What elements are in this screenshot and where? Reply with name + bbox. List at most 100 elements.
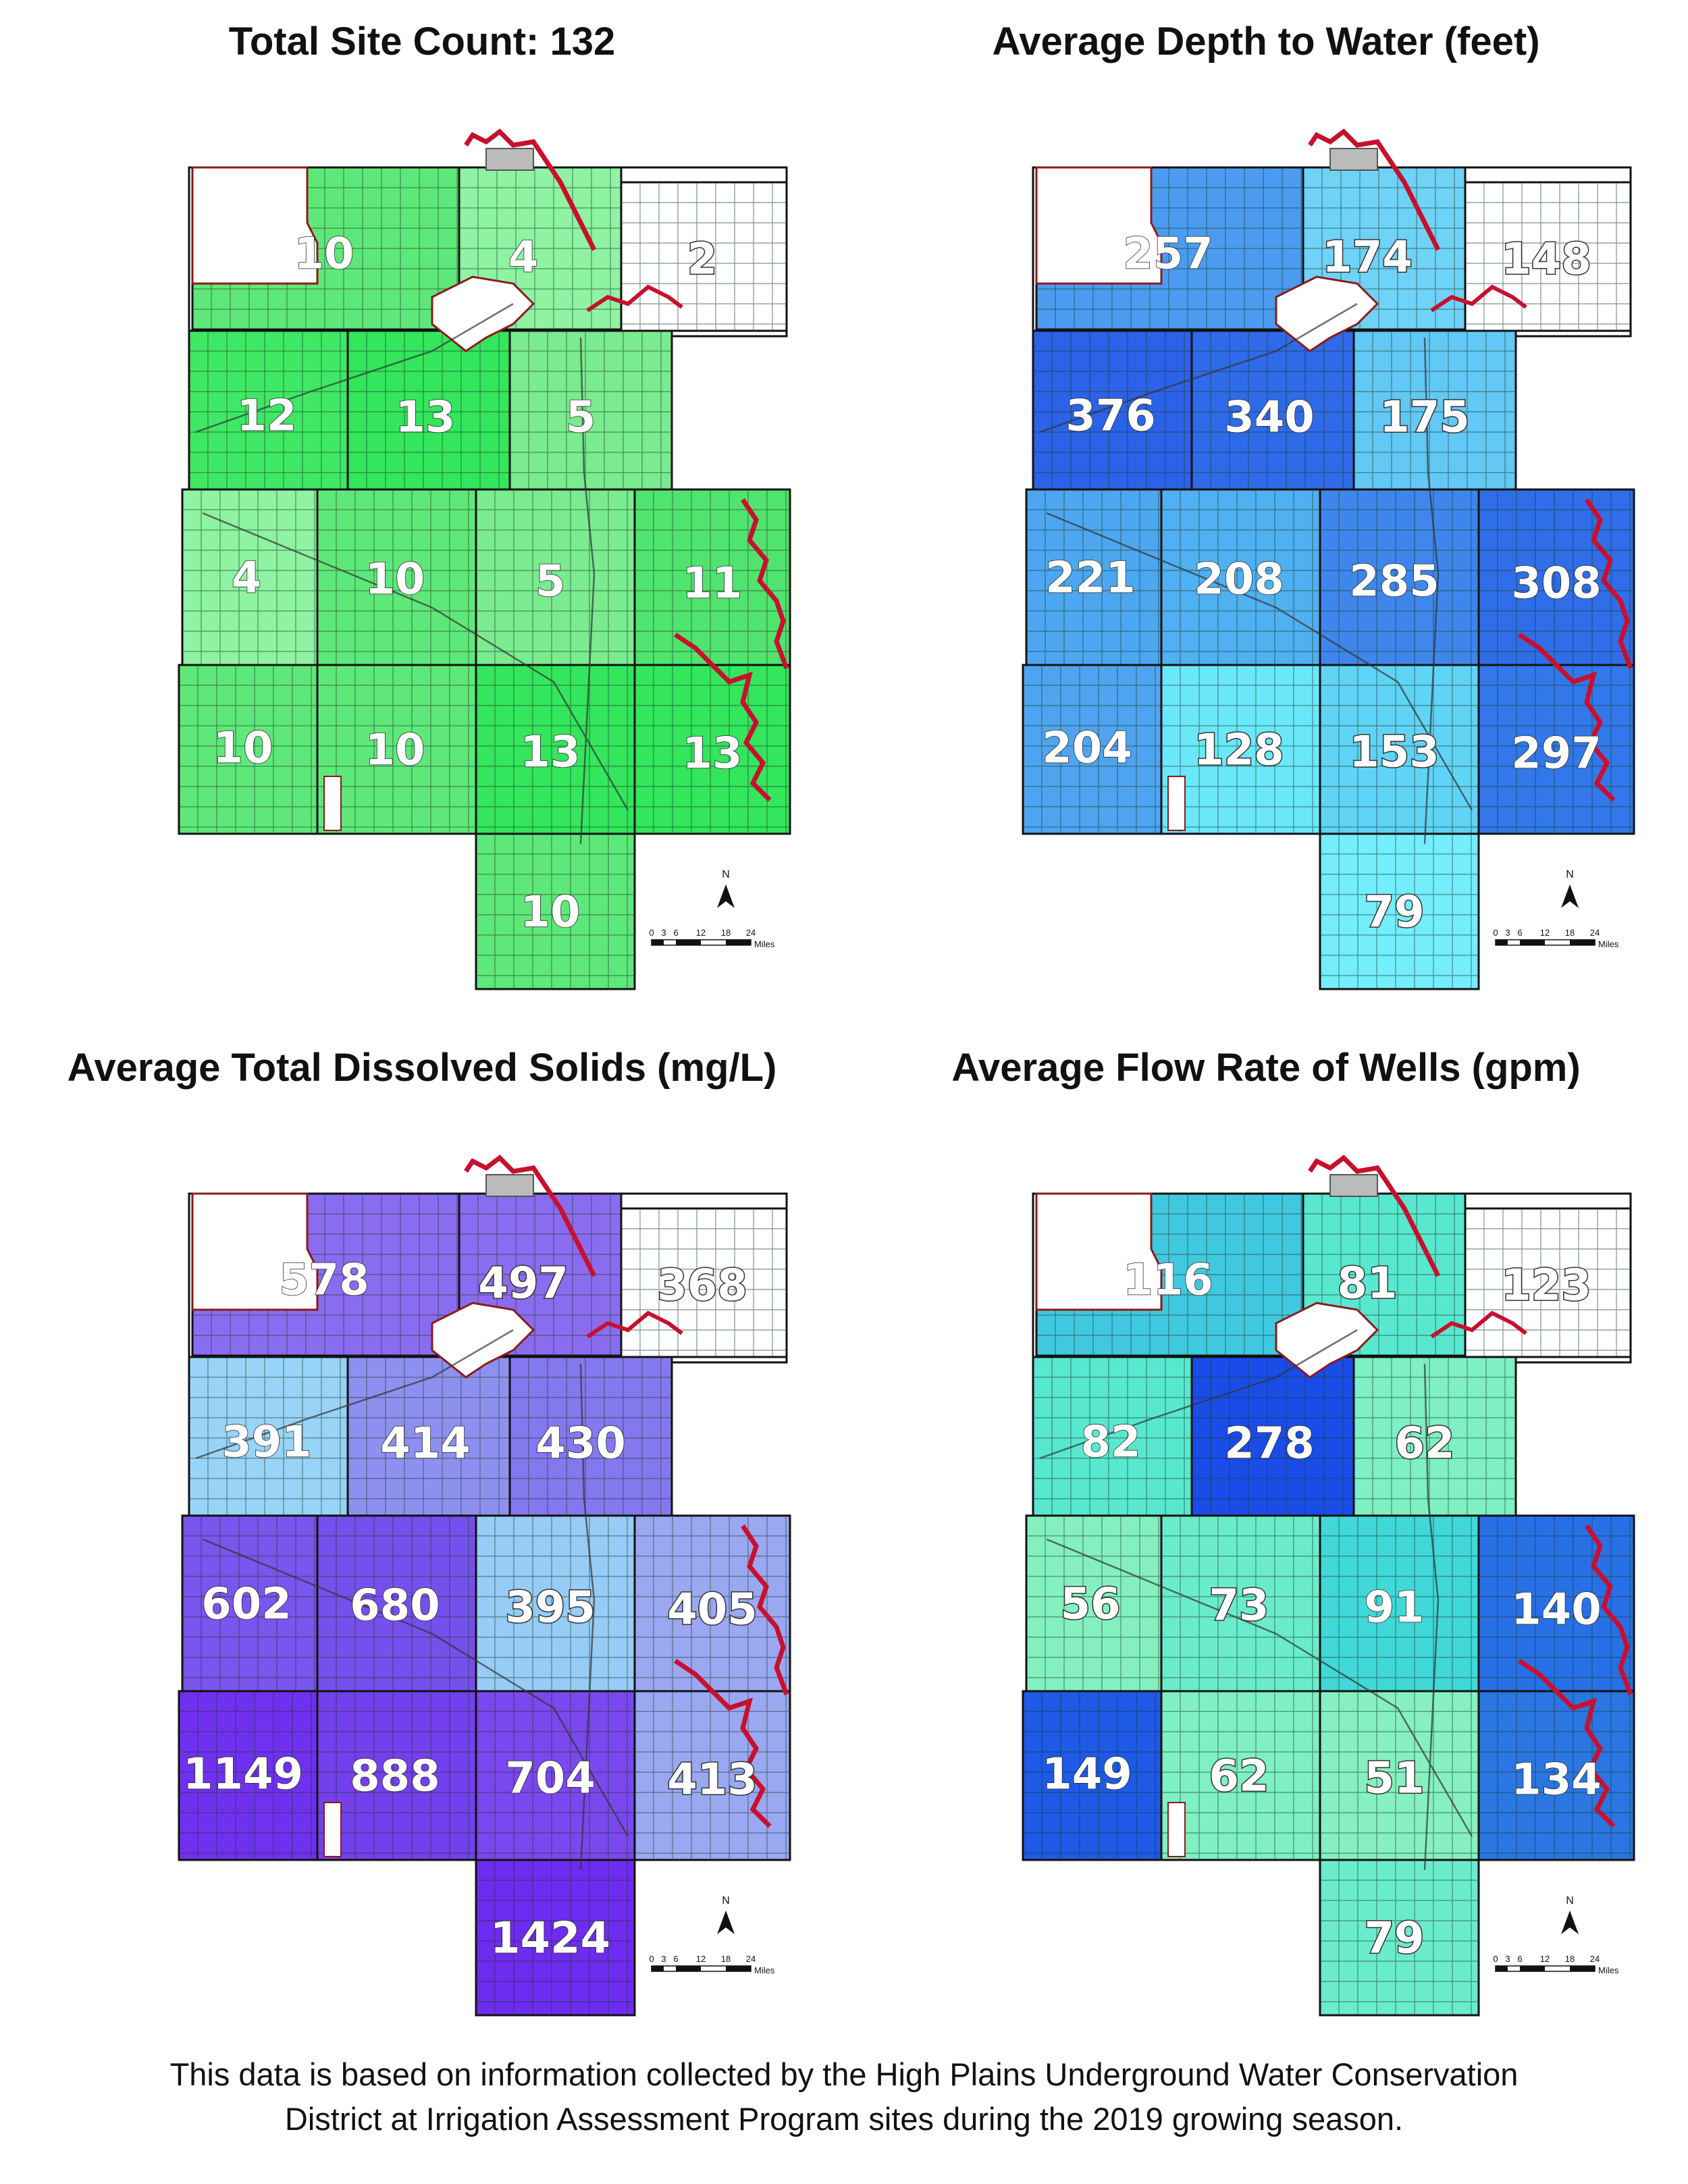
section-grid bbox=[1320, 834, 1479, 989]
river-line bbox=[1518, 633, 1616, 802]
scale-tick-label: 0 bbox=[649, 928, 654, 938]
county-value-label: 10 bbox=[213, 724, 273, 774]
river-line bbox=[586, 284, 683, 313]
section-grid bbox=[476, 1691, 635, 1860]
county-value-label: 153 bbox=[1349, 728, 1440, 778]
county-region bbox=[1477, 664, 1635, 835]
county-value-label: 123 bbox=[1501, 1261, 1591, 1311]
river-line bbox=[1308, 128, 1441, 251]
scale-tick-label: 24 bbox=[1590, 928, 1600, 938]
county-value-label: 79 bbox=[1364, 888, 1424, 938]
county-region bbox=[1190, 329, 1355, 491]
county-value-label: 81 bbox=[1337, 1259, 1397, 1309]
river-line bbox=[674, 1659, 772, 1828]
section-grid bbox=[1192, 331, 1354, 489]
lake-area bbox=[431, 275, 535, 352]
section-grid bbox=[459, 167, 621, 329]
county-region bbox=[1464, 181, 1632, 332]
river-line bbox=[1430, 284, 1527, 313]
county-value-label: 204 bbox=[1042, 724, 1132, 774]
section-grid bbox=[476, 834, 635, 989]
county-region bbox=[633, 664, 791, 835]
county-value-label: 73 bbox=[1209, 1581, 1269, 1631]
county-value-label: 368 bbox=[657, 1261, 747, 1311]
section-grid bbox=[189, 331, 348, 489]
county-value-label: 12 bbox=[236, 392, 296, 442]
north-arrow-icon: N bbox=[717, 869, 735, 908]
section-grid bbox=[348, 331, 510, 489]
county-value-label: 888 bbox=[350, 1752, 440, 1802]
river-line bbox=[1585, 1524, 1633, 1696]
county-value-label: 10 bbox=[520, 888, 580, 938]
scale-tick-label: 24 bbox=[1590, 1954, 1600, 1964]
panel-title: Average Total Dissolved Solids (mg/L) bbox=[67, 1046, 777, 1090]
no-data-area bbox=[1035, 166, 1163, 285]
section-grid bbox=[1320, 665, 1479, 834]
county-region bbox=[633, 1514, 791, 1693]
county-region bbox=[1477, 488, 1635, 666]
county-region bbox=[1477, 1690, 1635, 1861]
notch-area bbox=[323, 776, 342, 831]
section-grid bbox=[1354, 331, 1516, 489]
county-region bbox=[346, 1356, 511, 1517]
section-grid bbox=[476, 1860, 635, 2015]
section-grid bbox=[1026, 1516, 1161, 1691]
county-region bbox=[633, 488, 791, 666]
county-region bbox=[1352, 329, 1517, 491]
county-value-label: 413 bbox=[667, 1755, 758, 1805]
footer-line-2: District at Irrigation Assessment Progra… bbox=[284, 2101, 1404, 2137]
section-grid bbox=[1320, 1860, 1479, 2015]
county-value-label: 297 bbox=[1511, 729, 1602, 779]
scale-tick-label: 12 bbox=[696, 928, 706, 938]
river-line bbox=[741, 1524, 789, 1696]
scale-tick-label: 3 bbox=[1505, 928, 1510, 938]
section-grid bbox=[1479, 1691, 1634, 1860]
county-value-label: 1149 bbox=[183, 1750, 303, 1800]
section-grid bbox=[182, 1516, 317, 1691]
section-grid bbox=[1192, 1357, 1354, 1516]
county-map: 257 174 148 376 340 175 221 208 285 308 204 128 153 2… bbox=[1022, 128, 1635, 990]
scale-tick-label: 12 bbox=[1540, 928, 1550, 938]
panel-depth-to-water: Average Depth to Water (feet) 257 174 148 3… bbox=[844, 0, 1688, 1053]
county-value-label: 56 bbox=[1060, 1580, 1120, 1630]
river-line bbox=[464, 1154, 597, 1277]
footer-line-1: This data is based on information collec… bbox=[169, 2056, 1519, 2092]
county-value-label: 13 bbox=[682, 729, 742, 779]
highway-lines bbox=[195, 302, 629, 845]
county-value-label: 285 bbox=[1349, 557, 1440, 607]
section-grid bbox=[510, 331, 672, 489]
scale-tick-label: 18 bbox=[1565, 1954, 1575, 1964]
north-arrow-icon: N bbox=[717, 1895, 735, 1934]
county-value-label: 395 bbox=[505, 1583, 596, 1633]
scale-unit-label: Miles bbox=[1598, 1965, 1619, 1975]
county-value-label: 5 bbox=[566, 393, 596, 443]
scale-tick-label: 0 bbox=[649, 1954, 654, 1964]
panel-title: Average Depth to Water (feet) bbox=[992, 20, 1540, 63]
county-value-label: 602 bbox=[201, 1580, 292, 1630]
section-grid bbox=[1033, 1357, 1192, 1516]
river-line bbox=[1430, 1310, 1527, 1339]
no-data-area bbox=[1035, 1192, 1163, 1311]
county-value-label: 148 bbox=[1501, 235, 1591, 285]
hatched-area bbox=[1329, 1174, 1378, 1197]
scale-tick-label: 12 bbox=[696, 1954, 706, 1964]
river-line bbox=[741, 498, 789, 670]
section-grid bbox=[476, 489, 635, 665]
county-value-label: 704 bbox=[505, 1754, 596, 1804]
scale-tick-label: 3 bbox=[661, 928, 666, 938]
section-grid bbox=[179, 1691, 317, 1860]
county-value-label: 376 bbox=[1065, 392, 1156, 442]
footer-note: This data is based on information collec… bbox=[0, 2052, 1688, 2141]
highway-lines bbox=[195, 1329, 629, 1871]
svg-text:N: N bbox=[722, 869, 730, 880]
county-value-label: 340 bbox=[1224, 393, 1315, 443]
county-value-label: 13 bbox=[395, 393, 455, 443]
section-grid bbox=[635, 489, 790, 665]
scale-tick-label: 18 bbox=[721, 1954, 731, 1964]
section-grid bbox=[1023, 665, 1161, 834]
county-value-label: 13 bbox=[520, 728, 580, 778]
scale-tick-label: 18 bbox=[721, 928, 731, 938]
